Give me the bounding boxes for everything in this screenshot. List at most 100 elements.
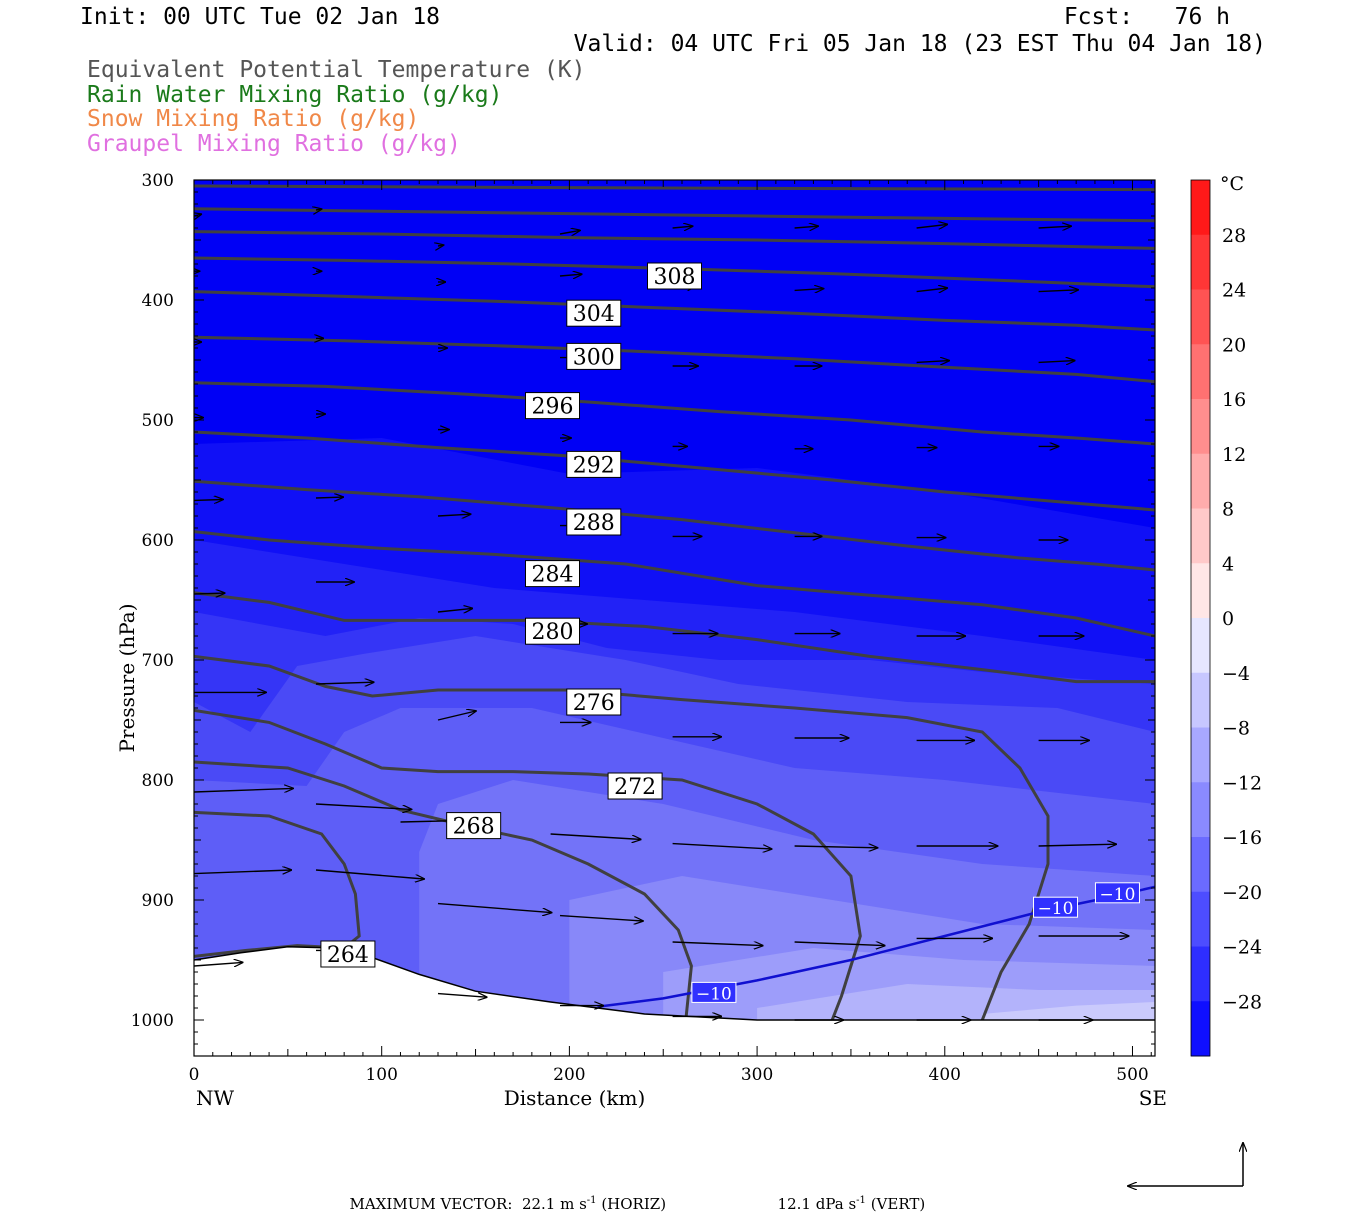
colorbar-segment-5 <box>1191 453 1210 509</box>
y-tick-label-500: 500 <box>142 411 174 431</box>
colorbar-segment-15 <box>1191 1001 1210 1057</box>
wind-vector-68 <box>672 942 763 946</box>
contour-label-280: 280 <box>531 620 573 645</box>
colorbar-label-8: 8 <box>1222 499 1234 521</box>
colorbar-segment-13 <box>1191 891 1210 947</box>
legend-theta-e: Equivalent Potential Temperature (K) <box>87 57 586 83</box>
theta-e-line-264 <box>194 810 361 958</box>
colorbar-frame <box>1190 179 1211 1057</box>
wind-vector-65 <box>315 869 424 879</box>
wind-vector-2 <box>438 245 443 246</box>
contour-label-box-292 <box>566 450 622 478</box>
wind-vector-22 <box>916 361 949 363</box>
init-time: Init: 00 UTC Tue 02 Jan 18 <box>80 4 441 30</box>
x-end-label-right: SE <box>1139 1086 1167 1110</box>
theta-e-line-304 <box>194 290 1155 332</box>
wind-vector-56 <box>194 788 293 792</box>
horiz-exp: -1 <box>586 1195 597 1206</box>
colorbar-segment-11 <box>1191 782 1210 838</box>
colorbar-label-28: 28 <box>1222 225 1246 247</box>
max-vector-label: MAXIMUM VECTOR: <box>349 1195 513 1213</box>
colorbar-segment-8 <box>1191 618 1210 674</box>
colorbar-label--4: −4 <box>1222 663 1250 685</box>
horiz-unit: (HORIZ) <box>601 1195 667 1213</box>
colorbar-segment-1 <box>1191 234 1210 290</box>
contour-label-box-288 <box>566 508 622 536</box>
colorbar-segment-6 <box>1191 508 1210 564</box>
contour-label-box-268 <box>446 812 502 840</box>
x-tick-label-500: 500 <box>1116 1065 1148 1085</box>
theta-e-line-288 <box>194 479 1155 572</box>
contour-label-268: 268 <box>453 815 495 840</box>
contour-label-308: 308 <box>654 265 696 290</box>
colorbar-segment-7 <box>1191 563 1210 619</box>
y-axis-label: Pressure (hPa) <box>115 604 139 753</box>
legend-snow: Snow Mixing Ratio (g/kg) <box>87 106 420 132</box>
theta-e-line-unlabeled <box>194 207 1155 223</box>
y-tick-label-1000: 1000 <box>131 1011 174 1031</box>
x-tick-label-300: 300 <box>741 1065 773 1085</box>
legend-graupel: Graupel Mixing Ratio (g/kg) <box>87 131 461 157</box>
x-end-label-left: NW <box>196 1086 235 1110</box>
wind-vector-14 <box>916 288 948 292</box>
colorbar-label-0: 0 <box>1222 608 1234 630</box>
contour-label-288: 288 <box>573 511 615 536</box>
wind-vector-33 <box>315 497 343 498</box>
contour-label-272: 272 <box>614 775 656 800</box>
isotherm-label-box-0 <box>691 981 737 1003</box>
contour-label-292: 292 <box>573 453 615 478</box>
contour-label-box-276 <box>566 688 622 716</box>
colorbar-segment-2 <box>1191 289 1210 345</box>
contour-label-box-308 <box>647 262 702 290</box>
wind-vector-67 <box>559 914 643 921</box>
wind-vector-4 <box>672 226 693 228</box>
wind-vector-5 <box>794 226 818 228</box>
contour-label-box-304 <box>566 299 622 327</box>
wind-vector-40 <box>194 593 225 594</box>
isotherm-label-box-2 <box>1094 882 1140 904</box>
contour-label-box-272 <box>607 772 663 800</box>
y-tick-label-300: 300 <box>142 171 174 191</box>
wind-vector-11 <box>559 274 582 276</box>
colorbar-label--20: −20 <box>1222 882 1262 904</box>
contour-label-box-300 <box>566 342 622 370</box>
wind-vector-50 <box>437 711 476 721</box>
colorbar-label--24: −24 <box>1222 937 1262 959</box>
forecast-hour: Fcst: 76 h <box>1063 4 1230 30</box>
wind-vector-15 <box>1038 290 1079 292</box>
contour-label-box-296 <box>524 392 580 420</box>
wind-vector-13 <box>794 289 824 291</box>
x-tick-label-100: 100 <box>365 1065 397 1085</box>
colorbar-label-24: 24 <box>1222 280 1246 302</box>
colorbar-label-20: 20 <box>1222 334 1246 356</box>
colorbar-segment-14 <box>1191 946 1210 1002</box>
legend-rain: Rain Water Mixing Ratio (g/kg) <box>87 82 503 108</box>
colorbar-segment-0 <box>1191 180 1210 236</box>
wind-vector-42 <box>437 608 472 612</box>
theta-e-line-300 <box>194 335 1155 384</box>
colorbar-segment-12 <box>1191 837 1210 893</box>
contour-label-264: 264 <box>327 943 369 968</box>
theta-e-line-292 <box>194 430 1155 512</box>
colorbar-segment-9 <box>1191 672 1210 728</box>
wind-vector-69 <box>794 942 885 946</box>
contour-label-box-280 <box>524 617 580 645</box>
contour-label-284: 284 <box>531 563 573 588</box>
x-tick-label-200: 200 <box>553 1065 585 1085</box>
contour-label-296: 296 <box>531 395 573 420</box>
colorbar-label--12: −12 <box>1222 772 1262 794</box>
theta-e-line-284 <box>194 530 1155 638</box>
contour-label-box-264 <box>320 940 376 968</box>
x-axis-label: Distance (km) <box>504 1086 646 1110</box>
horiz-value: 22.1 m s <box>521 1195 587 1213</box>
wind-vector-1 <box>316 209 321 210</box>
colorbar-unit: °C <box>1220 173 1244 195</box>
isotherm-label-0: −10 <box>696 984 732 1004</box>
colorbar-segment-4 <box>1191 399 1210 455</box>
x-tick-label-400: 400 <box>929 1065 961 1085</box>
plot-frame <box>193 179 1156 1057</box>
wind-vector-49 <box>315 682 374 684</box>
wind-vector-6 <box>916 224 948 228</box>
max-vector-footer: MAXIMUM VECTOR: 22.1 m s-1 (HORIZ) <box>340 1177 667 1213</box>
